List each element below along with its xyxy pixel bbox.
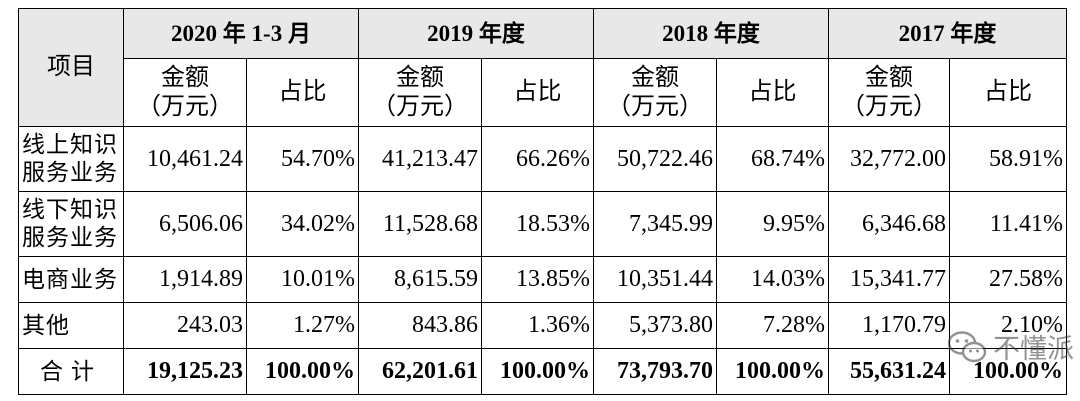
ratio-cell: 9.95% xyxy=(716,191,830,257)
amount-cell: 1,914.89 xyxy=(123,256,247,303)
wechat-icon xyxy=(947,330,987,364)
year-header-2019: 2019 年度 xyxy=(358,8,595,59)
year-header-2017: 2017 年度 xyxy=(828,8,1068,59)
year-header-2020q1: 2020 年 1-3 月 xyxy=(122,8,360,59)
total-amount-cell: 19,125.23 xyxy=(123,348,247,395)
row-category: 电商业务 xyxy=(18,256,124,303)
total-label: 合计 xyxy=(18,348,124,395)
ratio-header: 占比 xyxy=(949,58,1068,127)
total-amount-cell: 55,631.24 xyxy=(828,348,951,395)
ratio-cell: 10.01% xyxy=(245,256,360,303)
amount-header: 金额 （万元） xyxy=(593,58,718,127)
table-row: 电商业务 1,914.89 10.01% 8,615.59 13.85% 10,… xyxy=(18,256,1068,303)
amount-cell: 50,722.46 xyxy=(593,126,718,192)
amount-cell: 1,170.79 xyxy=(828,302,951,349)
revenue-table: 项目 2020 年 1-3 月 2019 年度 2018 年度 2017 年度 … xyxy=(18,8,1068,395)
ratio-cell: 2.10% xyxy=(949,302,1068,349)
table-row: 线上知识 服务业务 10,461.24 54.70% 41,213.47 66.2… xyxy=(18,126,1068,192)
ratio-cell: 1.27% xyxy=(245,302,360,349)
ratio-cell: 34.02% xyxy=(245,191,360,257)
ratio-header: 占比 xyxy=(245,58,360,127)
total-ratio-cell: 100.00% xyxy=(481,348,595,395)
ratio-cell: 18.53% xyxy=(481,191,595,257)
amount-cell: 7,345.99 xyxy=(593,191,718,257)
ratio-cell: 11.41% xyxy=(949,191,1068,257)
project-header: 项目 xyxy=(18,8,124,127)
table-row: 其他 243.03 1.27% 843.86 1.36% 5,373.80 7.… xyxy=(18,302,1068,349)
ratio-cell: 1.36% xyxy=(481,302,595,349)
row-category: 其他 xyxy=(18,302,124,349)
total-ratio-cell: 100.00% xyxy=(245,348,360,395)
year-header-2018: 2018 年度 xyxy=(593,8,830,59)
total-row: 合计 19,125.23 100.00% 62,201.61 100.00% 7… xyxy=(18,348,1068,395)
amount-cell: 10,351.44 xyxy=(593,256,718,303)
amount-cell: 10,461.24 xyxy=(123,126,247,192)
watermark: 不懂派 xyxy=(947,327,1074,366)
ratio-cell: 68.74% xyxy=(716,126,830,192)
amount-cell: 41,213.47 xyxy=(358,126,483,192)
ratio-cell: 54.70% xyxy=(245,126,360,192)
ratio-cell: 13.85% xyxy=(481,256,595,303)
sub-header-row: 金额 （万元） 占比 金额 （万元） 占比 金额 （万元） 占比 金额 （万元） 占比 xyxy=(19,58,1068,127)
amount-cell: 15,341.77 xyxy=(828,256,951,303)
ratio-header: 占比 xyxy=(481,58,595,127)
ratio-header: 占比 xyxy=(716,58,830,127)
ratio-cell: 14.03% xyxy=(716,256,830,303)
amount-cell: 32,772.00 xyxy=(828,126,951,192)
year-header-row: 项目 2020 年 1-3 月 2019 年度 2018 年度 2017 年度 xyxy=(18,8,1068,127)
table-row: 线下知识 服务业务 6,506.06 34.02% 11,528.68 18.53… xyxy=(18,191,1068,257)
amount-cell: 243.03 xyxy=(123,302,247,349)
amount-cell: 843.86 xyxy=(358,302,483,349)
amount-header: 金额 （万元） xyxy=(358,58,483,127)
ratio-cell: 7.28% xyxy=(716,302,830,349)
total-amount-cell: 73,793.70 xyxy=(593,348,718,395)
ratio-cell: 66.26% xyxy=(481,126,595,192)
row-category: 线下知识 服务业务 xyxy=(18,191,124,257)
amount-cell: 8,615.59 xyxy=(358,256,483,303)
amount-cell: 5,373.80 xyxy=(593,302,718,349)
amount-cell: 6,506.06 xyxy=(123,191,247,257)
total-ratio-cell: 100.00% xyxy=(716,348,830,395)
amount-cell: 11,528.68 xyxy=(358,191,483,257)
row-category: 线上知识 服务业务 xyxy=(18,126,124,192)
amount-cell: 6,346.68 xyxy=(828,191,951,257)
watermark-text: 不懂派 xyxy=(993,334,1074,365)
ratio-cell: 58.91% xyxy=(949,126,1068,192)
amount-header: 金额 （万元） xyxy=(123,58,247,127)
ratio-cell: 27.58% xyxy=(949,256,1068,303)
total-amount-cell: 62,201.61 xyxy=(358,348,483,395)
amount-header: 金额 （万元） xyxy=(828,58,951,127)
